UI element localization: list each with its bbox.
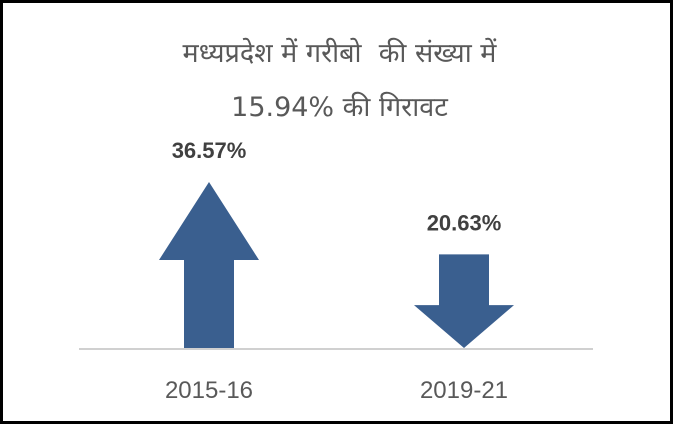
x-tick-label: 2019-21 <box>420 377 508 404</box>
chart-title-line-1: मध्यप्रदेश में गरीबो की संख्या में <box>182 38 497 69</box>
arrow-up-2015-16 <box>159 182 259 348</box>
arrow-down-2019-21 <box>414 254 514 348</box>
x-tick-label: 2015-16 <box>165 377 253 404</box>
chart-plot: 36.57% 2015-16 20.63% 2019-21 <box>79 138 593 404</box>
data-label: 36.57% <box>172 138 247 163</box>
chart-title-line-2: 15.94% की गिरावट <box>231 92 448 123</box>
data-label: 20.63% <box>427 210 502 235</box>
